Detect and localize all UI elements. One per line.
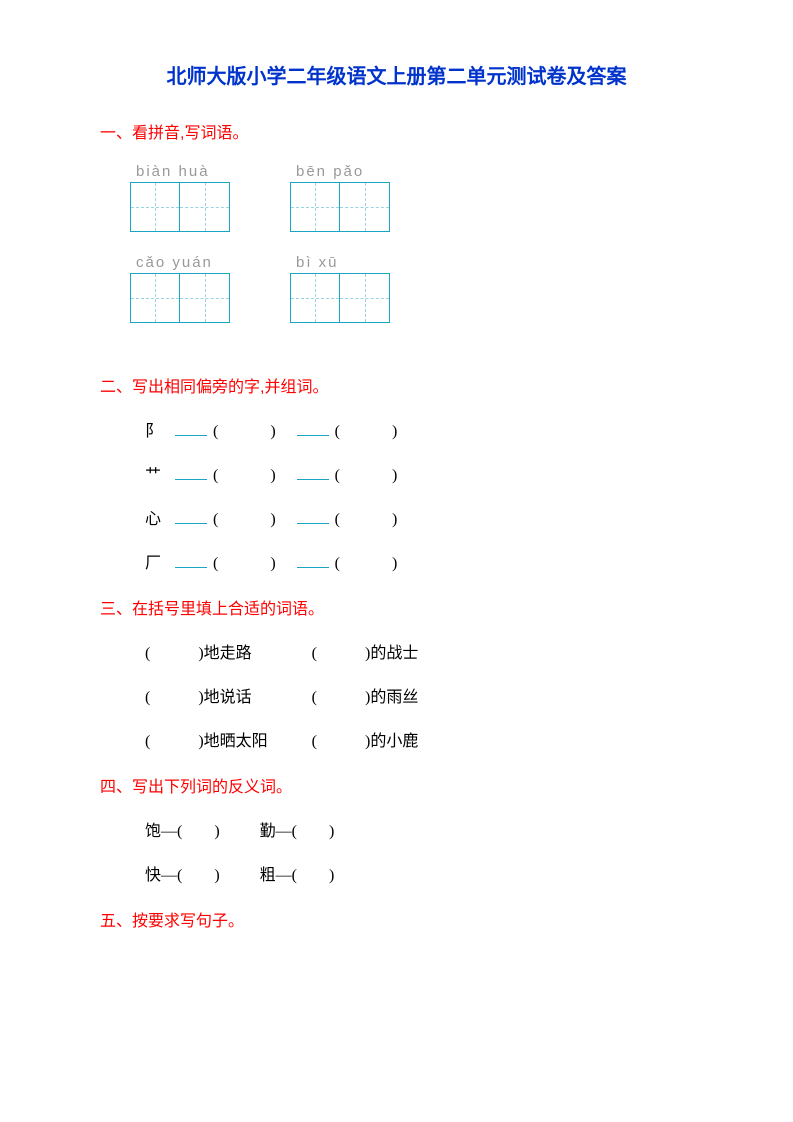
radical-line: 艹 ( ) ( ) [145,461,693,485]
fill-item: ( )地说话 [145,689,252,706]
pinyin-row-1: biàn huà bēn pǎo [130,163,693,232]
radical-line: 心 ( ) ( ) [145,505,693,529]
radical-char: 阝 [145,417,175,441]
fill-item: ( )的雨丝 [312,689,419,706]
fill-blank [175,551,207,568]
pinyin-label: cǎo yuán [136,254,230,271]
paren: ( ) [213,461,277,485]
fill-blank [297,551,329,568]
antonym-item: 勤—( ) [260,823,335,840]
pinyin-group: biàn huà [130,163,230,232]
section-1-heading: 一、看拼音,写词语。 [100,119,693,143]
radical-line: 厂 ( ) ( ) [145,549,693,573]
page-title: 北师大版小学二年级语文上册第二单元测试卷及答案 [100,60,693,89]
paren: ( ) [335,417,399,441]
section-2-heading: 二、写出相同偏旁的字,并组词。 [100,373,693,397]
char-box [340,273,390,323]
char-boxes [290,182,390,232]
radical-line: 阝 ( ) ( ) [145,417,693,441]
paren: ( ) [213,549,277,573]
radical-char: 厂 [145,549,175,573]
paren: ( ) [335,461,399,485]
char-boxes [290,273,390,323]
pinyin-group: cǎo yuán [130,254,230,323]
paren: ( ) [213,417,277,441]
section-3-heading: 三、在括号里填上合适的词语。 [100,595,693,619]
section-4-heading: 四、写出下列词的反义词。 [100,773,693,797]
fill-line: ( )地晒太阳 ( )的小鹿 [145,727,693,751]
char-boxes [130,182,230,232]
fill-line: ( )地说话 ( )的雨丝 [145,683,693,707]
char-boxes [130,273,230,323]
pinyin-label: biàn huà [136,163,230,180]
pinyin-group: bēn pǎo [290,163,390,232]
pinyin-group: bì xū [290,254,390,323]
antonym-line: 快—( ) 粗—( ) [145,861,693,885]
char-box [130,182,180,232]
paren: ( ) [335,549,399,573]
pinyin-label: bì xū [296,254,390,271]
antonym-item: 饱—( ) [145,823,220,840]
fill-item: ( )地晒太阳 [145,733,268,750]
fill-blank [175,463,207,480]
char-box [130,273,180,323]
fill-blank [175,507,207,524]
paren: ( ) [335,505,399,529]
fill-blank [297,507,329,524]
paren: ( ) [213,505,277,529]
fill-blank [297,419,329,436]
fill-item: ( )的小鹿 [312,733,419,750]
section-5-heading: 五、按要求写句子。 [100,907,693,931]
radical-char: 艹 [145,461,175,485]
pinyin-row-2: cǎo yuán bì xū [130,254,693,323]
char-box [180,182,230,232]
fill-item: ( )地走路 [145,645,252,662]
antonym-line: 饱—( ) 勤—( ) [145,817,693,841]
char-box [290,182,340,232]
char-box [340,182,390,232]
pinyin-label: bēn pǎo [296,163,390,180]
char-box [180,273,230,323]
fill-blank [175,419,207,436]
fill-line: ( )地走路 ( )的战士 [145,639,693,663]
antonym-item: 快—( ) [145,867,220,884]
radical-char: 心 [145,505,175,529]
fill-blank [297,463,329,480]
char-box [290,273,340,323]
antonym-item: 粗—( ) [260,867,335,884]
fill-item: ( )的战士 [312,645,419,662]
